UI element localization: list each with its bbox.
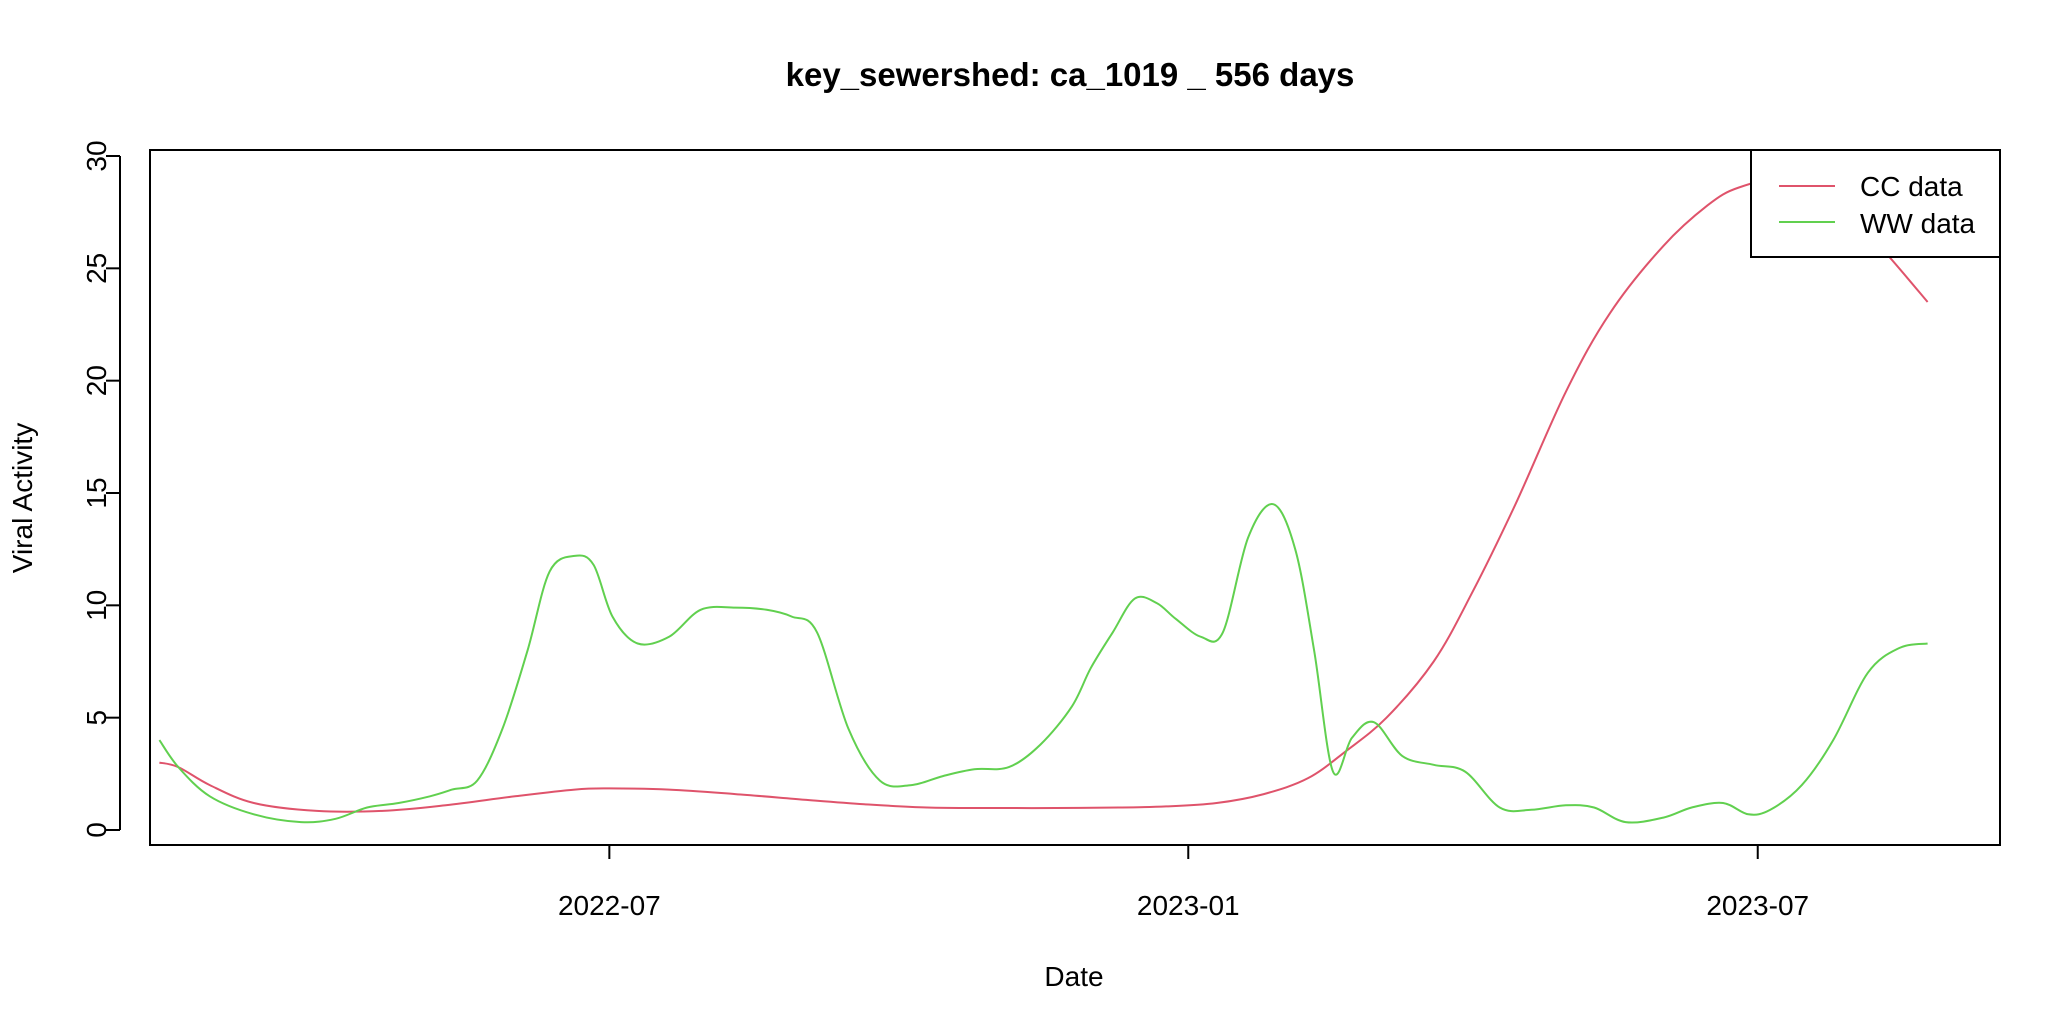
y-tick-label: 5 (81, 710, 112, 726)
y-tick-label: 10 (81, 590, 112, 621)
plot-area (149, 149, 2001, 846)
x-tick-label: 2023-07 (1706, 890, 1809, 921)
series-line-cc (159, 177, 1929, 813)
series-layer (158, 177, 1929, 824)
y-tick-label: 20 (81, 365, 112, 396)
x-axis-label: Date (1044, 961, 1103, 992)
y-axis-label: Viral Activity (7, 423, 38, 573)
y-tick-label: 15 (81, 477, 112, 508)
x-axis: 2022-07 2023-01 2023-07 (558, 844, 1809, 921)
series-line-ww (158, 503, 1928, 824)
legend-label-cc: CC data (1860, 171, 1963, 202)
y-axis: 0 5 10 15 20 25 30 (81, 140, 121, 838)
legend-box (1750, 149, 2001, 258)
chart-title: key_sewershed: ca_1019 _ 556 days (786, 56, 1355, 93)
y-tick-label: 25 (81, 253, 112, 284)
legend-label-ww: WW data (1860, 208, 1976, 239)
x-tick-label: 2022-07 (558, 890, 661, 921)
legend: CC data WW data (1750, 149, 2001, 258)
x-tick-label: 2023-01 (1137, 890, 1240, 921)
y-tick-label: 30 (81, 140, 112, 171)
y-tick-label: 0 (81, 822, 112, 838)
